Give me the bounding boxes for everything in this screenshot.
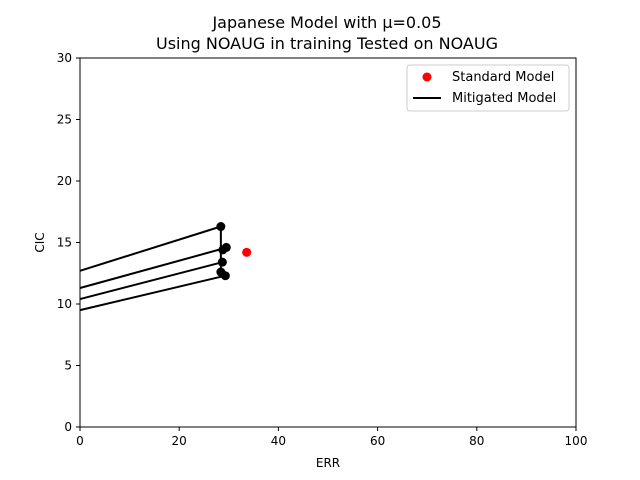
mitigated-model-line xyxy=(79,261,223,301)
x-tick-label: 100 xyxy=(565,434,588,448)
x-tick-label: 80 xyxy=(469,434,484,448)
mitigated-model-point xyxy=(218,245,228,255)
y-tick-label: 10 xyxy=(57,297,72,311)
mitigated-model-line xyxy=(79,225,222,272)
mitigated-model-point xyxy=(217,257,227,267)
legend-box xyxy=(406,64,570,112)
standard-model-point xyxy=(242,247,252,257)
x-tick-label: 0 xyxy=(76,434,84,448)
x-tick-label: 60 xyxy=(370,434,385,448)
plot-frame xyxy=(79,57,577,428)
y-tick-label: 0 xyxy=(64,420,72,434)
y-tick-label: 20 xyxy=(57,174,72,188)
x-tick-label: 20 xyxy=(172,434,187,448)
legend-mitigated-label: Mitigated Model xyxy=(452,91,556,106)
mitigated-model-line xyxy=(79,274,226,312)
x-tick-label: 40 xyxy=(271,434,286,448)
chart-title-line1: Japanese Model with μ=0.05 xyxy=(211,13,441,32)
mitigated-model-line xyxy=(79,247,224,289)
mitigated-model-point xyxy=(220,271,230,281)
y-tick-label: 25 xyxy=(57,113,72,127)
legend: Standard Model Mitigated Model xyxy=(406,64,570,112)
y-tick-label: 5 xyxy=(64,359,72,373)
y-tick-label: 15 xyxy=(57,236,72,250)
axis-ticks: 0 20 40 60 80 100 0 5 10 15 20 25 30 xyxy=(57,51,588,448)
legend-standard-marker xyxy=(422,72,432,82)
y-axis-label: CIC xyxy=(33,232,47,252)
chart-title-line2: Using NOAUG in training Tested on NOAUG xyxy=(156,34,498,53)
x-axis-label: ERR xyxy=(316,456,340,470)
y-tick-label: 30 xyxy=(57,51,72,65)
mitigated-model-point xyxy=(216,222,226,232)
plot-marks xyxy=(79,222,252,312)
legend-standard-label: Standard Model xyxy=(452,70,554,85)
